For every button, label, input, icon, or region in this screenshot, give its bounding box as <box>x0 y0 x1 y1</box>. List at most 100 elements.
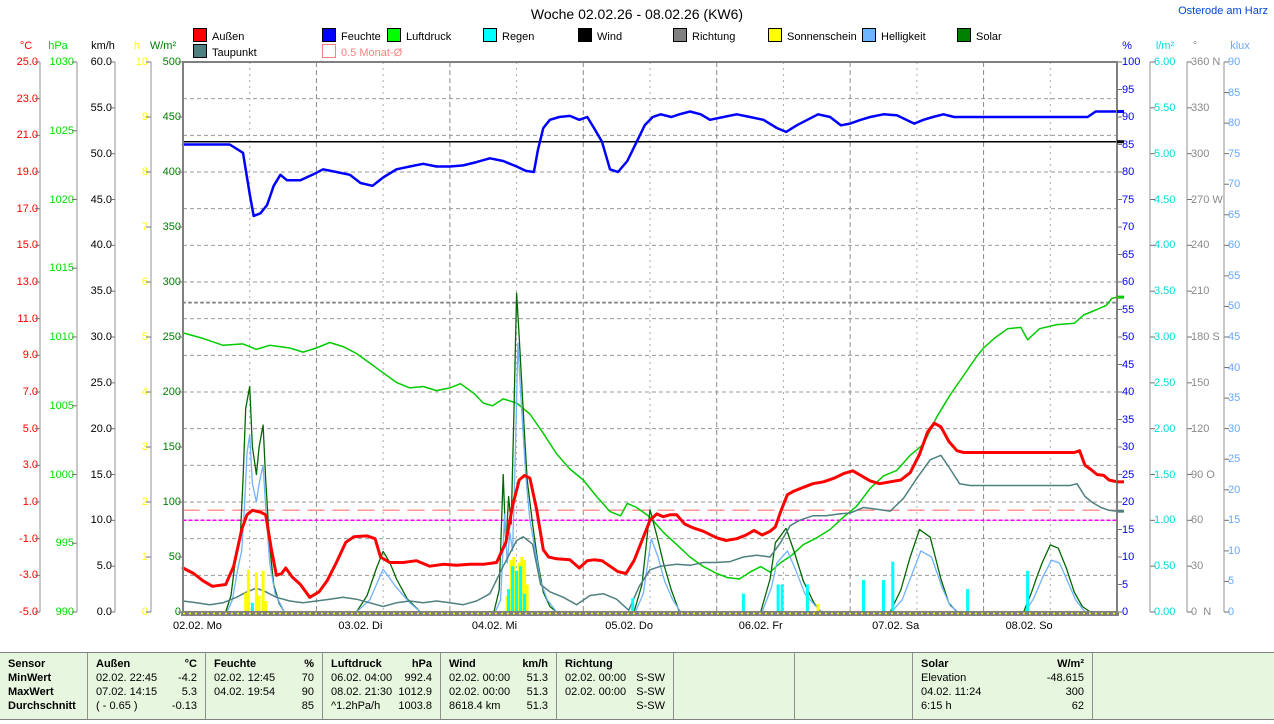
x-axis-label: 06.02. Fr <box>738 620 783 632</box>
bar-Regen <box>805 584 809 612</box>
axis-tick-label: 270 W <box>1191 193 1223 206</box>
sonnenschein-swatch <box>768 28 782 42</box>
axis-tick-label: 4.50 <box>1154 193 1176 206</box>
axis-tick-label: 990 <box>55 606 74 618</box>
table-col-Solar: Solar W/m² Elevation -48.615 04.02. 11:24 300… <box>913 653 1093 719</box>
legend-item-sonnenschein: Sonnenschein <box>768 28 857 43</box>
bar-Regen <box>519 566 523 612</box>
axis-tick-label: 23.0 <box>16 92 38 105</box>
table-cell: Außen <box>96 658 131 670</box>
table-row: 02.02. 22:45 -4.2 <box>96 672 197 686</box>
axis-tick-label: 2 <box>141 496 148 508</box>
legend-item-richtung: Richtung <box>673 28 735 43</box>
x-axis-label: 07.02. Sa <box>872 620 920 632</box>
axis-tick-label: 4.00 <box>1154 239 1176 252</box>
bar-Regen <box>741 593 745 612</box>
table-row: Außen °C <box>96 658 197 672</box>
bar-Sonnenschein <box>261 570 265 613</box>
table-cell-value: km/h <box>522 658 548 670</box>
table-col-Außen: Außen °C 02.02. 22:45 -4.2 07.02. 14:15 5.3 ( … <box>88 653 206 719</box>
bar-Regen <box>523 593 527 612</box>
station-link[interactable]: Osterode am Harz <box>1178 5 1268 17</box>
table-row: Elevation -48.615 <box>921 672 1084 686</box>
legend-label: Luftdruck <box>406 31 452 43</box>
table-cell: ( - 0.65 ) <box>96 700 138 712</box>
x-axis-label: 02.02. Mo <box>173 620 222 632</box>
table-cell: 04.02. 11:24 <box>921 686 982 698</box>
legend-item-aussen: Außen <box>193 28 244 43</box>
axis-tick-label: 40.0 <box>90 239 112 252</box>
axis-tick-label: 95 <box>1122 83 1135 96</box>
wind-swatch <box>578 28 592 42</box>
axis-tick-label: 85 <box>1228 86 1241 99</box>
axis-tick-label: 2.50 <box>1154 376 1176 389</box>
table-cell-value: hPa <box>411 658 432 670</box>
table-row: ^1.2hPa/h 1003.8 <box>331 700 432 714</box>
table-cell-value: 992.4 <box>404 672 432 684</box>
axis-tick-label: 45 <box>1228 331 1241 343</box>
legend-label: Taupunkt <box>212 47 257 59</box>
table-cell: ^1.2hPa/h <box>331 700 381 712</box>
x-axis-label: 04.02. Mi <box>471 620 518 632</box>
axis-tick-label: 65 <box>1122 248 1135 261</box>
table-cell: Luftdruck <box>331 658 382 670</box>
axis-tick-label: 210 <box>1191 285 1210 298</box>
axis-tick-label: 6 <box>141 276 148 288</box>
table-cell-value: 1012.9 <box>398 686 432 698</box>
axis-tick-label: 11.0 <box>17 312 38 325</box>
table-cell: Sensor <box>8 658 46 670</box>
axis-tick-label: 3.00 <box>1154 331 1176 343</box>
bar-Regen <box>631 598 635 613</box>
axis-unit-°C: °C <box>19 40 33 52</box>
axis-tick-label: 13.0 <box>16 276 38 288</box>
table-cell-value: S-SW <box>636 686 665 698</box>
axis-tick-label: 25 <box>1122 468 1135 481</box>
legend-label: Solar <box>976 31 1002 43</box>
table-cell-value: % <box>304 658 314 670</box>
axis-tick-label: 240 <box>1191 239 1210 252</box>
x-axis-label: 03.02. Di <box>338 620 383 632</box>
bar-Regen <box>511 566 515 612</box>
axis-tick-label: 6.00 <box>1154 56 1176 68</box>
table-row: Luftdruck hPa <box>331 658 432 672</box>
table-col-labels: Sensor MinWert MaxWert Durchschnitt <box>0 653 88 719</box>
axis-tick-label: 80 <box>1228 117 1241 130</box>
axis-tick-label: 1015 <box>49 262 74 275</box>
axis-tick-label: 120 <box>1191 422 1210 435</box>
axis-tick-label: 17.0 <box>16 202 38 215</box>
axis-tick-label: 5 <box>1122 578 1129 591</box>
table-row <box>1101 700 1266 714</box>
table-cell-value: 51.3 <box>526 700 548 712</box>
axis-tick-label: 20 <box>1122 496 1135 508</box>
table-cell-value: 51.3 <box>526 672 548 684</box>
axis-tick-label: 5.0 <box>22 422 38 435</box>
axis-tick-label: 150 <box>1191 376 1210 389</box>
axis-tick-label: 10 <box>1228 544 1241 557</box>
table-row: Wind km/h <box>449 658 548 672</box>
axis-tick-label: 50.0 <box>90 147 112 160</box>
table-row <box>682 686 786 700</box>
table-cell: Wind <box>449 658 476 670</box>
page-title: Woche 02.02.26 - 08.02.26 (KW6) <box>530 6 744 22</box>
axis-tick-label: 3.50 <box>1154 285 1176 298</box>
table-row <box>1101 686 1266 700</box>
bar-Regen <box>780 584 784 612</box>
axis-unit-h: h <box>133 40 141 52</box>
axis-tick-label: 360 N <box>1191 56 1221 68</box>
axis-tick-label: 1000 <box>49 468 74 481</box>
axis-tick-label: 60 <box>1122 276 1135 288</box>
table-cell-value: 51.3 <box>526 686 548 698</box>
axis-tick-label: 55 <box>1228 269 1241 282</box>
axis-tick-label: -3.0 <box>19 569 38 582</box>
axis-tick-label: 25 <box>1228 453 1241 466</box>
table-cell-value: 300 <box>1065 686 1084 698</box>
table-cell: MinWert <box>8 672 52 684</box>
table-cell-value: -48.615 <box>1046 672 1084 684</box>
legend-label: Feuchte <box>341 31 381 43</box>
axis-tick-label: 35 <box>1122 413 1135 426</box>
table-cell: 08.02. 21:30 <box>331 686 393 698</box>
legend-item-wind: Wind <box>578 28 622 43</box>
axis-tick-label: 500 <box>162 56 181 68</box>
axis-tick-label: 90 O <box>1191 468 1215 481</box>
axis-tick-label: 45.0 <box>90 193 112 206</box>
